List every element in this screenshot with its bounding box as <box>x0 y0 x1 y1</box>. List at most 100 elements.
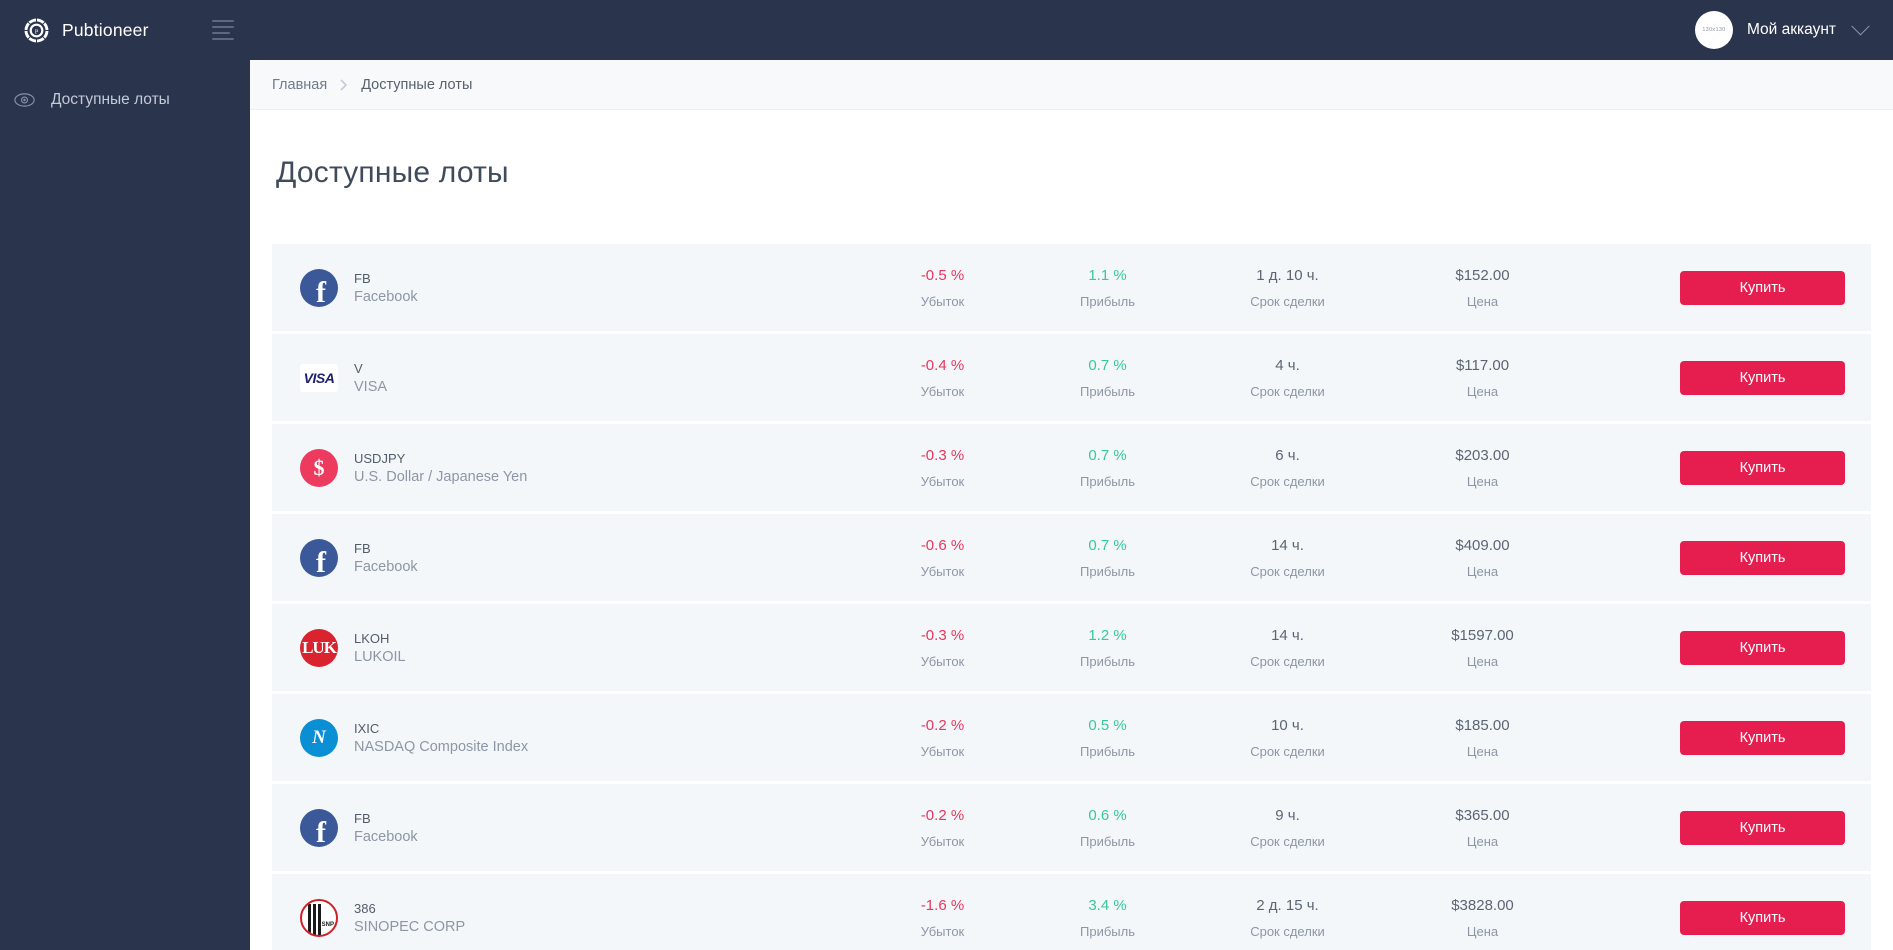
table-row[interactable]: VISA V VISA -0.4 % Убыток 0.7 % Прибыль 4 ч. Сро… <box>272 334 1871 424</box>
term-label: Срок сделки <box>1250 563 1325 579</box>
breadcrumb-current: Доступные лоты <box>361 76 473 93</box>
eye-icon <box>12 93 37 107</box>
loss-label: Убыток <box>920 383 965 399</box>
asset-ticker: V <box>354 360 363 376</box>
table-row[interactable]: $ USDJPY U.S. Dollar / Japanese Yen -0.3 % У… <box>272 424 1871 514</box>
term-value: 4 ч. <box>1275 356 1300 374</box>
asset-name: NASDAQ Composite Index <box>354 738 529 755</box>
loss-value: -0.3 % <box>920 446 965 464</box>
metric-loss: -0.2 % Убыток <box>860 717 1025 759</box>
metric-price: $152.00 Цена <box>1385 267 1580 309</box>
loss-value: -0.3 % <box>920 626 965 644</box>
lot-action: Купить <box>1580 270 1871 305</box>
lots-list: f FB Facebook -0.5 % Убыток 1.1 % Прибыль 1 д. … <box>272 244 1871 950</box>
sidebar-item-available-lots[interactable]: Доступные лоты <box>0 82 250 118</box>
buy-button[interactable]: Купить <box>1680 810 1845 845</box>
brand-name: Pubtioneer <box>62 19 149 40</box>
loss-value: -0.5 % <box>920 266 965 284</box>
lot-action: Купить <box>1580 450 1871 485</box>
metric-term: 2 д. 15 ч. Срок сделки <box>1190 897 1385 939</box>
gear-p-logo-icon: P <box>23 16 50 44</box>
table-row[interactable]: N IXIC NASDAQ Composite Index -0.2 % Убыток 0… <box>272 694 1871 784</box>
account-menu[interactable]: 130x130 Мой аккаунт <box>1694 11 1870 49</box>
metric-loss: -0.3 % Убыток <box>860 447 1025 489</box>
avatar-placeholder-text: 130x130 <box>1702 27 1726 33</box>
term-value: 1 д. 10 ч. <box>1256 266 1319 284</box>
metric-profit: 0.5 % Прибыль <box>1025 717 1190 759</box>
hamburger-menu-icon[interactable] <box>212 17 234 44</box>
metric-term: 10 ч. Срок сделки <box>1190 717 1385 759</box>
buy-button[interactable]: Купить <box>1680 360 1845 395</box>
lot-asset: f FB Facebook <box>300 538 860 577</box>
asset-name: VISA <box>354 378 388 395</box>
table-row[interactable]: LUK LKOH LUKOIL -0.3 % Убыток 1.2 % Прибыль 14 … <box>272 604 1871 694</box>
metric-price: $3828.00 Цена <box>1385 897 1580 939</box>
metric-term: 14 ч. Срок сделки <box>1190 537 1385 579</box>
lot-asset: N IXIC NASDAQ Composite Index <box>300 718 860 757</box>
term-label: Срок сделки <box>1250 383 1325 399</box>
term-value: 2 д. 15 ч. <box>1256 896 1319 914</box>
asset-ticker: 386 <box>354 900 376 916</box>
metric-loss: -0.3 % Убыток <box>860 627 1025 669</box>
metric-price: $117.00 Цена <box>1385 357 1580 399</box>
metric-price: $185.00 Цена <box>1385 717 1580 759</box>
loss-label: Убыток <box>920 563 965 579</box>
asset-logo: SNP <box>300 898 338 937</box>
price-value: $185.00 <box>1455 716 1510 734</box>
table-row[interactable]: f FB Facebook -0.2 % Убыток 0.6 % Прибыль 9 ч. С… <box>272 784 1871 874</box>
table-row[interactable]: f FB Facebook -0.6 % Убыток 0.7 % Прибыль 14 ч.… <box>272 514 1871 604</box>
account-label: Мой аккаунт <box>1746 21 1836 38</box>
sidebar-nav: Доступные лоты <box>0 60 250 118</box>
buy-button[interactable]: Купить <box>1680 270 1845 305</box>
term-label: Срок сделки <box>1250 743 1325 759</box>
buy-button[interactable]: Купить <box>1680 630 1845 665</box>
profit-label: Прибыль <box>1080 293 1135 309</box>
lot-asset: $ USDJPY U.S. Dollar / Japanese Yen <box>300 448 860 487</box>
lot-asset: SNP 386 SINOPEC CORP <box>300 898 860 937</box>
asset-ticker: FB <box>354 810 371 826</box>
facebook-logo-icon: f <box>300 808 338 847</box>
loss-label: Убыток <box>920 473 965 489</box>
loss-label: Убыток <box>920 293 965 309</box>
sidebar-header: P Pubtioneer <box>0 0 250 60</box>
chevron-down-icon <box>1851 16 1870 35</box>
loss-value: -1.6 % <box>920 896 965 914</box>
price-label: Цена <box>1466 383 1499 399</box>
buy-button[interactable]: Купить <box>1680 540 1845 575</box>
loss-label: Убыток <box>920 833 965 849</box>
loss-label: Убыток <box>920 653 965 669</box>
brand[interactable]: P Pubtioneer <box>22 16 212 45</box>
metric-term: 6 ч. Срок сделки <box>1190 447 1385 489</box>
metric-term: 14 ч. Срок сделки <box>1190 627 1385 669</box>
asset-text: IXIC NASDAQ Composite Index <box>354 721 528 755</box>
buy-button[interactable]: Купить <box>1680 720 1845 755</box>
term-label: Срок сделки <box>1250 653 1325 669</box>
asset-ticker: FB <box>354 270 371 286</box>
profit-label: Прибыль <box>1080 923 1135 939</box>
metric-price: $365.00 Цена <box>1385 807 1580 849</box>
loss-value: -0.6 % <box>920 536 965 554</box>
table-row[interactable]: SNP 386 SINOPEC CORP -1.6 % Убыток 3.4 % Прибы… <box>272 874 1871 950</box>
lot-action: Купить <box>1580 360 1871 395</box>
price-label: Цена <box>1466 833 1499 849</box>
table-row[interactable]: f FB Facebook -0.5 % Убыток 1.1 % Прибыль 1 д. … <box>272 244 1871 334</box>
profit-label: Прибыль <box>1080 743 1135 759</box>
metric-loss: -0.4 % Убыток <box>860 357 1025 399</box>
term-value: 9 ч. <box>1275 806 1300 824</box>
topbar: 130x130 Мой аккаунт <box>250 0 1893 60</box>
profit-label: Прибыль <box>1080 833 1135 849</box>
profit-value: 0.7 % <box>1088 446 1127 464</box>
profit-label: Прибыль <box>1080 473 1135 489</box>
asset-logo: f <box>300 538 338 577</box>
asset-text: FB Facebook <box>354 541 418 575</box>
lot-asset: f FB Facebook <box>300 808 860 847</box>
lot-asset: LUK LKOH LUKOIL <box>300 628 860 667</box>
term-value: 10 ч. <box>1271 716 1304 734</box>
lot-action: Купить <box>1580 810 1871 845</box>
buy-button[interactable]: Купить <box>1680 450 1845 485</box>
buy-button[interactable]: Купить <box>1680 900 1845 935</box>
content-area: Доступные лоты f FB Facebook -0.5 % Убыток 1.… <box>250 110 1893 950</box>
breadcrumb-home-link[interactable]: Главная <box>272 76 328 93</box>
lukoil-logo-icon: LUK <box>300 628 338 667</box>
